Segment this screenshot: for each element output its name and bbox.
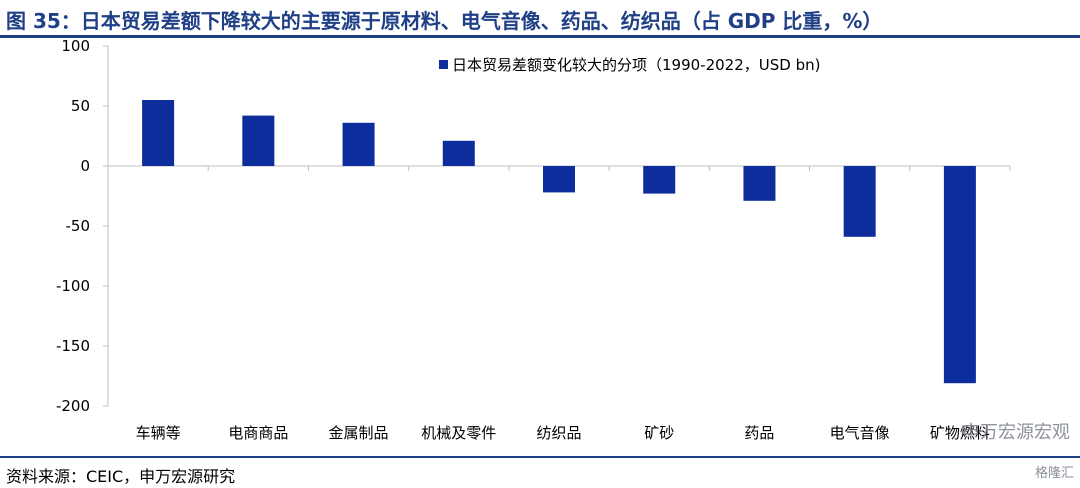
x-category-label: 机械及零件 (421, 424, 496, 442)
y-tick-label: 50 (71, 97, 90, 115)
source-bar: 资料来源：CEIC，申万宏源研究 (0, 456, 1080, 488)
bar (442, 140, 475, 166)
chart-axes: 100 50 0 -50 -100 -150 -200 (56, 38, 1011, 415)
y-tick-label: -150 (56, 337, 90, 355)
source-note: 资料来源：CEIC，申万宏源研究 (6, 467, 236, 486)
chart-legend: 日本贸易差额变化较大的分项（1990-2022，USD bn) (439, 56, 820, 74)
bar (943, 166, 976, 384)
legend-label: 日本贸易差额变化较大的分项（1990-2022，USD bn) (452, 56, 820, 74)
x-category-label: 矿物燃料 (930, 424, 990, 442)
x-category-label: 纺织品 (536, 424, 581, 442)
x-category-label: 电气音像 (830, 424, 890, 442)
x-category-label: 电商商品 (228, 424, 288, 442)
chart-title: 图 35：日本贸易差额下降较大的主要源于原材料、电气音像、药品、纺织品（占 GD… (6, 9, 883, 33)
y-tick-label: -100 (56, 277, 90, 295)
legend-swatch (439, 60, 448, 69)
bar (643, 166, 676, 194)
bar-chart: 100 50 0 -50 -100 -150 -200 车辆等 电商商品 金属制品 机械及零件 纺织… (56, 38, 1011, 442)
x-category-label: 矿砂 (644, 424, 674, 442)
bar (843, 166, 876, 237)
bar (342, 122, 375, 166)
bar (543, 166, 575, 193)
bar (142, 100, 175, 166)
x-category-label: 车辆等 (136, 424, 181, 442)
y-tick-label: 0 (80, 157, 90, 175)
chart-bars: 车辆等 电商商品 金属制品 机械及零件 纺织品 矿砂 药品 电气音像 矿物燃料 (136, 100, 990, 442)
y-tick-label: -200 (56, 397, 90, 415)
bar (743, 166, 776, 201)
x-category-label: 金属制品 (329, 424, 389, 442)
watermark-logo: 格隆汇 (1034, 466, 1074, 481)
title-bar: 图 35：日本贸易差额下降较大的主要源于原材料、电气音像、药品、纺织品（占 GD… (0, 0, 1080, 38)
x-category-label: 药品 (744, 424, 774, 442)
watermark: 申万宏源宏观 (962, 422, 1070, 443)
bar (242, 115, 275, 166)
y-tick-label: -50 (66, 217, 91, 235)
y-tick-label: 100 (61, 38, 90, 55)
